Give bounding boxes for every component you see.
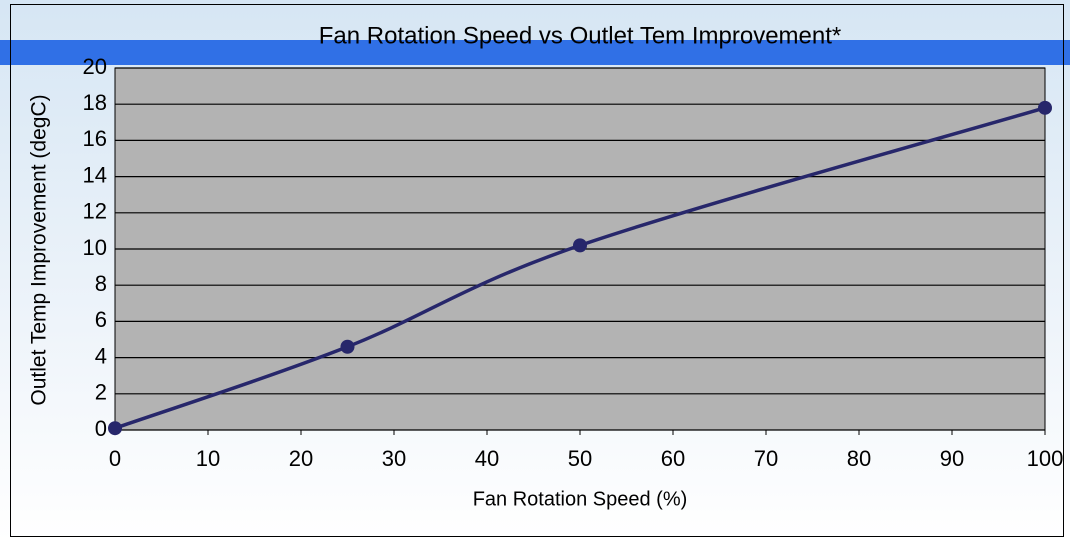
- y-tick-label: 16: [83, 126, 107, 151]
- y-axis-label: Outlet Temp Improvement (degC): [28, 94, 51, 405]
- x-tick-label: 50: [568, 446, 592, 471]
- y-tick-label: 18: [83, 90, 107, 115]
- y-tick-label: 4: [95, 343, 107, 368]
- y-tick-label: 8: [95, 271, 107, 296]
- y-tick-label: 10: [83, 235, 107, 260]
- data-point: [341, 340, 355, 354]
- y-tick-label: 6: [95, 307, 107, 332]
- data-point: [108, 421, 122, 435]
- chart: Fan Rotation Speed vs Outlet Tem Improve…: [0, 0, 1070, 541]
- data-point: [1038, 101, 1052, 115]
- x-axis-label: Fan Rotation Speed (%): [473, 488, 688, 510]
- y-tick-label: 20: [83, 54, 107, 79]
- data-point: [573, 238, 587, 252]
- x-tick-label: 30: [382, 446, 406, 471]
- x-tick-label: 90: [940, 446, 964, 471]
- x-tick-label: 40: [475, 446, 499, 471]
- x-tick-label: 10: [196, 446, 220, 471]
- y-tick-label: 0: [95, 416, 107, 441]
- chart-title: Fan Rotation Speed vs Outlet Tem Improve…: [319, 22, 841, 49]
- y-tick-label: 14: [83, 162, 107, 187]
- x-tick-label: 0: [109, 446, 121, 471]
- x-tick-label: 80: [847, 446, 871, 471]
- x-tick-label: 70: [754, 446, 778, 471]
- x-tick-label: 60: [661, 446, 685, 471]
- x-tick-label: 20: [289, 446, 313, 471]
- y-tick-label: 12: [83, 199, 107, 224]
- x-tick-label: 100: [1027, 446, 1064, 471]
- y-tick-label: 2: [95, 380, 107, 405]
